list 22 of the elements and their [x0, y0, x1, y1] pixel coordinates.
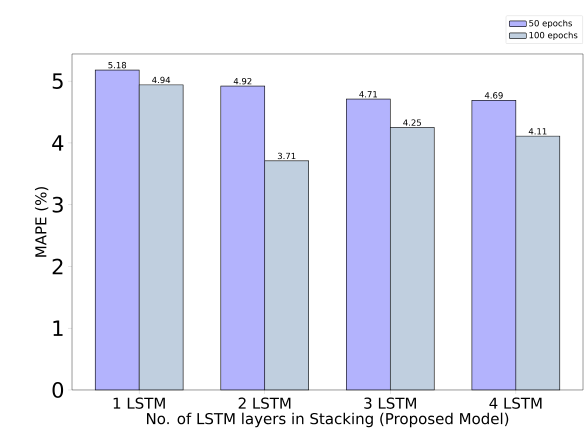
data-label: 4.92: [234, 78, 252, 84]
data-label: 4.11: [528, 128, 546, 134]
data-label: 4.94: [152, 76, 170, 84]
data-label: 4.71: [359, 91, 377, 98]
x-tick-label: 1 LSTM: [114, 397, 165, 409]
data-label: 3.71: [278, 152, 296, 160]
legend-label: 100 epochs: [530, 32, 578, 40]
x-axis-title: No. of LSTM layers in Stacking (Proposed Model): [147, 412, 508, 428]
x-tick-label: 4 LSTM: [489, 397, 542, 409]
x-tick-label: 2 LSTM: [238, 397, 290, 409]
y-tick-label: 2: [52, 258, 62, 274]
y-tick-label: 1: [53, 320, 63, 336]
y-tick-label: 5: [52, 73, 63, 89]
data-label: 4.69: [484, 92, 503, 99]
y-tick-label: 0: [52, 382, 64, 398]
x-tick-label: 3 LSTM: [364, 397, 416, 409]
y-axis-title: MAPE (%): [34, 187, 48, 257]
y-tick-label: 3: [52, 196, 63, 213]
y-tick-label: 4: [52, 135, 64, 151]
data-label: 4.25: [403, 119, 421, 126]
legend-label: 50 epochs: [529, 20, 572, 28]
data-label: 5.18: [108, 62, 126, 68]
